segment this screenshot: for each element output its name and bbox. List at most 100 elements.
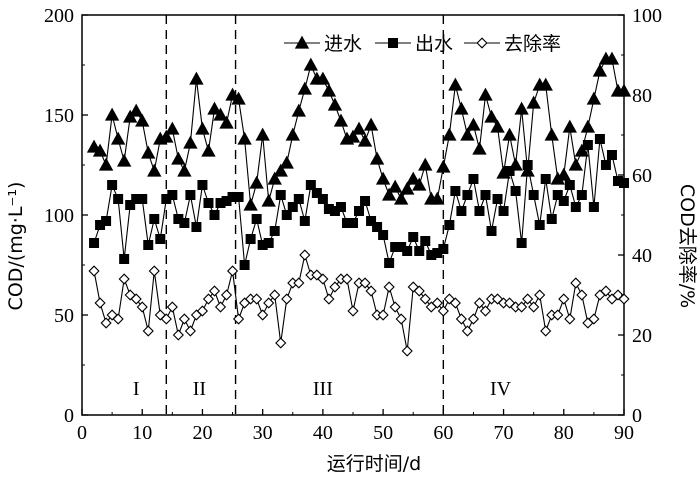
inflow-point <box>400 181 415 195</box>
inflow-point <box>381 187 397 201</box>
outflow-point <box>239 260 250 270</box>
inflow-point <box>231 91 246 105</box>
inflow-point <box>556 167 571 181</box>
outflow-point <box>179 218 190 228</box>
outflow-point <box>390 242 401 252</box>
removal-rate-point <box>178 313 190 325</box>
series-layer <box>86 51 632 357</box>
outflow-point <box>366 216 377 226</box>
outflow-point <box>341 218 352 228</box>
inflow-point <box>412 177 427 191</box>
inflow-point <box>333 113 349 127</box>
axes-layer: 0 10 20 30 40 50 60 70 80 90050100150200020406080… <box>44 5 662 444</box>
outflow-point <box>125 200 136 210</box>
y-left-tick-label: 150 <box>44 105 74 127</box>
outflow-point <box>119 254 130 264</box>
removal-rate-point <box>588 313 600 325</box>
inflow-point <box>165 121 180 135</box>
removal-rate-point <box>600 285 612 297</box>
outflow-point <box>612 176 623 186</box>
series-open-diamond <box>88 249 630 357</box>
inflow-point <box>249 175 264 189</box>
inflow-point <box>442 127 457 141</box>
inflow-point <box>472 141 487 155</box>
inflow-point <box>484 109 499 123</box>
removal-rate-point <box>329 281 341 293</box>
inflow-point <box>147 163 162 177</box>
removal-rate-point <box>317 273 329 285</box>
outflow-point <box>215 198 226 208</box>
inflow-point <box>345 129 361 143</box>
removal-rate-point <box>522 293 534 305</box>
inflow-point <box>321 83 337 97</box>
removal-rate-point <box>208 285 221 297</box>
outflow-point <box>167 190 178 200</box>
outflow-point <box>203 198 214 208</box>
x-axis-title: 运行时间/d <box>327 453 421 475</box>
outflow-point <box>588 202 599 212</box>
outflow-point <box>293 194 304 204</box>
outflow-point <box>287 202 298 212</box>
legend-label: 进水 <box>324 33 362 55</box>
inflow-point <box>436 159 451 173</box>
removal-rate-point <box>263 297 275 309</box>
removal-rate-point <box>558 293 570 305</box>
outflow-point <box>456 206 467 216</box>
removal-rate-point <box>449 297 461 309</box>
removal-rate-point <box>431 297 443 309</box>
x-tick-label: 50 <box>373 422 393 444</box>
outflow-point <box>251 214 262 224</box>
inflow-point <box>351 121 367 135</box>
outflow-point <box>576 190 587 200</box>
inflow-point <box>116 153 132 167</box>
inflow-point <box>141 145 156 159</box>
phase-label: II <box>193 378 206 400</box>
removal-rate-point <box>251 293 263 305</box>
outflow-point <box>101 216 112 226</box>
outflow-point <box>396 242 407 252</box>
inflow-point <box>526 95 541 109</box>
x-tick-label: 80 <box>554 422 574 444</box>
inflow-point <box>267 171 282 185</box>
removal-rate-point <box>564 313 576 325</box>
x-tick-label: 30 <box>253 422 273 444</box>
y-left-tick-label: 100 <box>44 205 74 227</box>
phase-boundaries <box>165 15 445 415</box>
inflow-point <box>294 35 310 49</box>
legend-item: 去除率 <box>464 33 561 55</box>
inflow-point <box>393 191 409 205</box>
outflow-point <box>197 180 208 190</box>
inflow-point <box>243 197 258 211</box>
outflow-point <box>619 178 629 188</box>
outflow-point <box>299 216 310 226</box>
outflow-point <box>173 214 184 224</box>
inflow-point <box>580 119 596 133</box>
outflow-point <box>510 186 521 196</box>
removal-rate-point <box>124 289 136 301</box>
outflow-point <box>558 196 569 206</box>
outflow-point <box>420 236 431 246</box>
inflow-point <box>129 103 144 117</box>
outflow-point <box>335 202 346 212</box>
legend-label: 出水 <box>415 33 453 55</box>
removal-rate-point <box>166 301 178 313</box>
outflow-point <box>155 234 166 244</box>
removal-rate-point <box>118 273 130 285</box>
removal-rate-point <box>383 281 395 293</box>
outflow-point <box>89 238 100 248</box>
removal-rate-point <box>540 325 552 337</box>
outflow-point <box>462 190 473 200</box>
outflow-point <box>227 192 238 202</box>
phase-labels: I II III IV <box>133 378 512 400</box>
inflow-point <box>448 77 463 91</box>
y-right-tick-label: 80 <box>632 85 652 107</box>
inflow-point <box>490 119 505 133</box>
removal-rate-point <box>299 249 311 261</box>
removal-rate-point <box>226 265 239 277</box>
outflow-point <box>372 222 383 232</box>
inflow-point <box>460 127 475 141</box>
outflow-point <box>486 226 497 236</box>
series-square <box>89 134 629 270</box>
removal-rate-point <box>196 305 209 317</box>
